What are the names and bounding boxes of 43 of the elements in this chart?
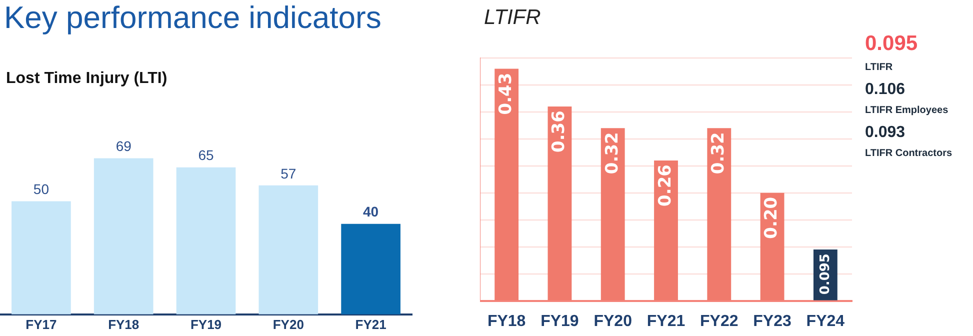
bar [548, 106, 572, 300]
bar [707, 128, 732, 300]
data-label: 57 [280, 165, 296, 182]
x-tick-label: FY22 [700, 312, 738, 330]
data-label: 50 [33, 181, 50, 198]
x-tick-label: FY17 [26, 316, 57, 332]
x-tick-label: FY19 [190, 316, 222, 332]
chart-title: Key performance indicators [4, 0, 382, 36]
x-tick-label: FY21 [355, 316, 386, 332]
x-tick-label: FY18 [487, 312, 526, 330]
x-tick-label: FY20 [594, 312, 632, 330]
data-label: 69 [116, 138, 132, 154]
chart-title: LTIFR [484, 6, 541, 30]
bar [258, 185, 318, 314]
text: LTIFR Contractors [865, 148, 954, 159]
text: 0.095 [865, 32, 919, 56]
bar [176, 167, 236, 314]
x-tick-label: FY19 [540, 312, 579, 330]
chart-subtitle: Lost Time Injury (LTI) [6, 70, 168, 88]
data-label: 0.20 [762, 196, 782, 239]
text: LTIFR [865, 62, 894, 73]
x-tick-label: FY18 [108, 316, 140, 332]
x-tick-label: FY23 [753, 312, 792, 330]
x-tick-label: FY21 [646, 312, 686, 330]
x-tick-label: FY24 [806, 312, 845, 330]
data-label: 40 [363, 204, 379, 220]
bar [94, 158, 154, 314]
text: 0.093 [865, 124, 906, 142]
data-label: 0.32 [602, 132, 622, 174]
data-label: 0.32 [708, 132, 729, 174]
bar [600, 128, 625, 300]
text: LTIFR Employees [865, 105, 950, 116]
data-label: 65 [198, 147, 214, 164]
x-tick-label: FY20 [272, 316, 304, 332]
bar [654, 160, 678, 300]
bar [12, 201, 71, 314]
text: 0.106 [865, 81, 906, 99]
data-label: 0.36 [549, 110, 570, 153]
bar [341, 224, 400, 314]
bar [494, 68, 519, 300]
data-label: 0.095 [818, 254, 833, 295]
data-label: 0.43 [496, 72, 516, 115]
data-label: 0.26 [655, 164, 676, 206]
